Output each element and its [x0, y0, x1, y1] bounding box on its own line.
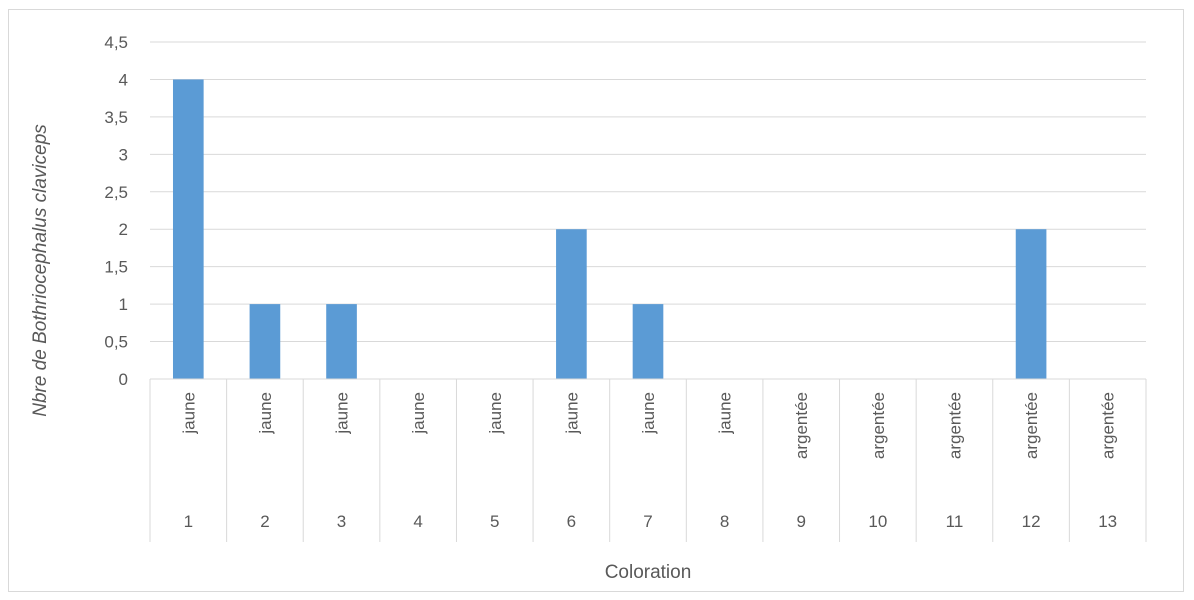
x-group-label: argentée — [945, 392, 964, 459]
x-tick-label: 3 — [337, 512, 346, 531]
x-tick-label: 5 — [490, 512, 499, 531]
x-axis: jaune 1 jaune 2 jaune 3 jaune 4 jaune 5 jaune 6 jaun… — [149, 378, 1147, 542]
bar — [249, 304, 281, 379]
bar — [326, 304, 357, 379]
y-tick-label: 3 — [119, 145, 128, 164]
x-group-label: jaune — [562, 392, 581, 435]
x-tick-label: 10 — [868, 512, 887, 531]
y-tick-label: 0,5 — [104, 333, 128, 352]
x-group-label: jaune — [486, 392, 505, 435]
x-group-label: jaune — [409, 392, 428, 435]
x-tick-label: 1 — [184, 512, 193, 531]
x-group-label: jaune — [716, 392, 735, 435]
gridlines — [150, 41, 1146, 343]
x-group-label: argentée — [869, 392, 888, 459]
y-tick-label: 1,5 — [104, 258, 128, 277]
y-tick-label: 2,5 — [104, 183, 128, 202]
bar — [1015, 229, 1047, 379]
y-axis-title: Nbre de Bothriocephalus claviceps — [30, 124, 51, 417]
x-tick-label: 11 — [946, 512, 964, 531]
y-tick-label: 1 — [119, 295, 128, 314]
x-tick-label: 12 — [1022, 512, 1041, 531]
y-tick-label: 2 — [119, 220, 128, 239]
y-tick-label: 4,5 — [104, 33, 128, 52]
x-group-label: jaune — [256, 392, 275, 435]
x-tick-label: 8 — [720, 512, 729, 531]
x-group-label: argentée — [1099, 392, 1118, 459]
x-axis-title: Coloration — [605, 562, 692, 583]
y-tick-label: 4 — [119, 70, 128, 89]
bar — [556, 229, 587, 379]
chart-frame — [8, 9, 1184, 592]
x-tick-label: 9 — [796, 512, 805, 531]
x-tick-label: 4 — [413, 512, 422, 531]
x-group-label: jaune — [179, 392, 198, 435]
y-axis-ticks: 0 0,5 1 1,5 2 2,5 3 3,5 4 4,5 — [104, 33, 128, 389]
y-tick-label: 0 — [119, 370, 128, 389]
x-group-label: argentée — [792, 392, 811, 459]
bars — [172, 79, 1047, 379]
y-tick-label: 3,5 — [104, 108, 128, 127]
x-tick-label: 2 — [260, 512, 269, 531]
bar — [172, 79, 204, 379]
x-group-label: jaune — [639, 392, 658, 435]
x-tick-label: 7 — [643, 512, 652, 531]
x-group-label: argentée — [1022, 392, 1041, 459]
x-tick-label: 13 — [1098, 512, 1117, 531]
x-group-label: jaune — [333, 392, 352, 435]
x-tick-label: 6 — [567, 512, 576, 531]
bar — [632, 304, 664, 379]
